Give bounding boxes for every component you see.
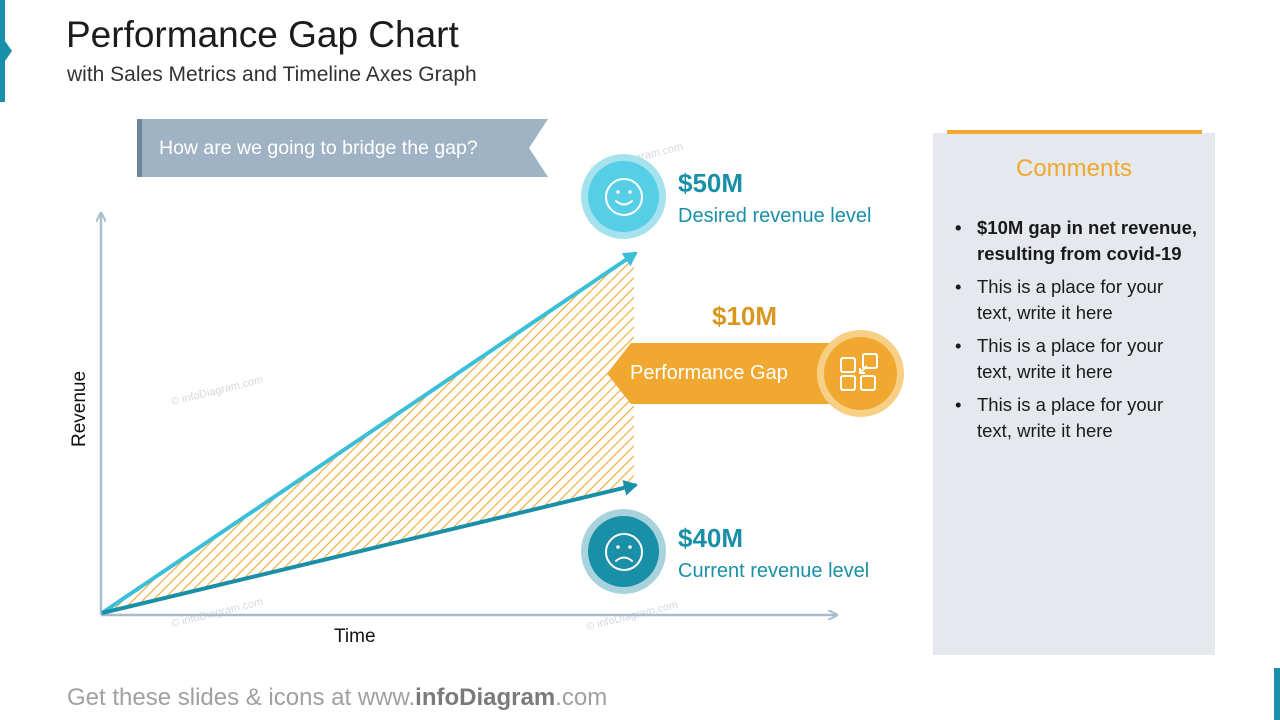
question-banner: How are we going to bridge the gap? [137,119,548,177]
page-subtitle: with Sales Metrics and Timeline Axes Gra… [67,63,477,86]
comments-accent-line [947,130,1202,134]
gap-value: $10M [712,301,778,331]
y-axis-label: Revenue [69,370,90,447]
smiley-face-icon [605,178,643,216]
banner-shape [137,119,548,177]
footer-suffix: .com [555,684,608,711]
desired-line [100,251,638,615]
page-title: Performance Gap Chart [66,14,459,55]
current-value: $40M [678,523,744,553]
squares-collapse-icon [840,353,878,391]
sad-face-icon [605,533,643,571]
left-accent-bar [0,0,5,102]
desired-label: Desired revenue level [678,205,872,227]
comment-item: This is a place for your text, write it … [953,333,1198,384]
comments-title: Comments [1015,155,1133,182]
gap-callout: Performance Gap [607,343,837,404]
banner-text: How are we going to bridge the gap? [159,137,478,159]
gap-label: Performance Gap [630,362,788,384]
gap-callout-shape [607,343,837,404]
right-accent-bar [1274,668,1280,720]
comment-item: This is a place for your text, write it … [953,274,1198,325]
left-accent-notch [5,41,12,61]
comment-item: $10M gap in net revenue, resulting from … [953,215,1198,266]
footer-prefix: Get these slides & icons at www. [67,684,416,711]
desired-value: $50M [678,168,744,198]
footer-brand: infoDiagram [415,684,556,711]
desired-badge-inner [588,161,659,232]
comments-list: $10M gap in net revenue, resulting from … [953,215,1198,451]
comment-item: This is a place for your text, write it … [953,392,1198,443]
current-line [101,480,638,615]
x-axis-label: Time [334,626,376,647]
current-badge-inner [588,516,659,587]
footer-credit: Get these slides & icons at www.infoDiag… [67,684,607,712]
comments-panel: Comments $10M gap in net revenue, result… [933,133,1215,655]
current-label: Current revenue level [678,560,870,582]
